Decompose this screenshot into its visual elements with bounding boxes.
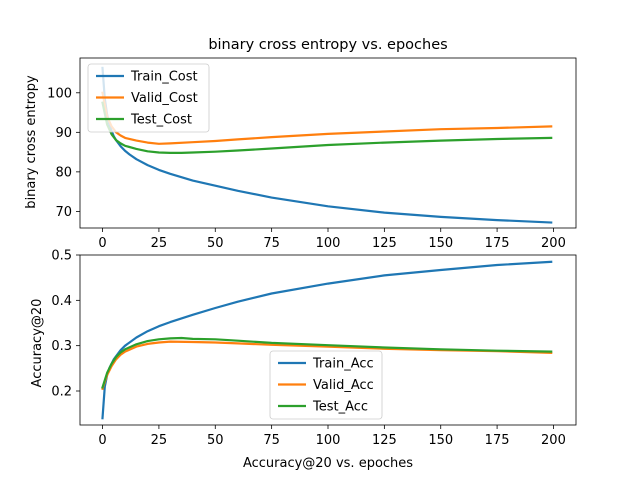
cost-x-tick-label: 100 — [316, 236, 341, 251]
cost-y-tick-label: 70 — [55, 205, 72, 220]
cost-x-tick-label: 200 — [541, 236, 566, 251]
cost-x-tick-label: 175 — [485, 236, 510, 251]
cost-x-tick-label: 0 — [98, 236, 106, 251]
accuracy-x-axis-label: Accuracy@20 vs. epoches — [243, 456, 413, 471]
cost-y-axis-label: binary cross entropy — [24, 75, 39, 209]
series-line-test-acc — [101, 336, 553, 389]
accuracy-x-tick-label: 75 — [263, 433, 280, 448]
cost-plot-frame — [79, 57, 577, 229]
cost-legend: Train_Cost Valid_Cost Test_Cost — [87, 63, 210, 133]
accuracy-y-tick-label: 0.5 — [51, 249, 72, 264]
cost-y-tick-label: 100 — [47, 86, 72, 101]
accuracy-plot-frame — [79, 254, 577, 426]
cost-subplot: binary cross entropy vs. epoches binary … — [24, 37, 577, 251]
accuracy-x-tick-label: 150 — [428, 433, 453, 448]
accuracy-x-tick-label: 125 — [372, 433, 397, 448]
legend-label-train-cost: Train_Cost — [130, 70, 198, 85]
series-line-test-cost — [101, 101, 553, 154]
accuracy-subplot: Accuracy@20 vs. epoches Accuracy@20 0 25 5… — [30, 249, 577, 471]
cost-x-tick-label: 75 — [263, 236, 280, 251]
accuracy-x-tick-label: 50 — [207, 433, 224, 448]
cost-x-tick-label: 125 — [372, 236, 397, 251]
accuracy-y-tick-label: 0.4 — [51, 294, 72, 309]
cost-y-tick-label: 90 — [55, 126, 72, 141]
cost-x-tick-label: 25 — [151, 236, 168, 251]
accuracy-x-tick-label: 200 — [541, 433, 566, 448]
legend-label-test-acc: Test_Acc — [312, 400, 368, 415]
legend-label-valid-cost: Valid_Cost — [131, 91, 198, 106]
accuracy-x-tick-label: 100 — [316, 433, 341, 448]
accuracy-x-tick-label: 25 — [151, 433, 168, 448]
accuracy-x-tick-label: 0 — [98, 433, 106, 448]
accuracy-legend: Train_Acc Valid_Acc Test_Acc — [269, 350, 383, 420]
accuracy-y-tick-label: 0.3 — [51, 339, 72, 354]
accuracy-y-tick-label: 0.2 — [51, 385, 72, 400]
cost-x-tick-label: 150 — [428, 236, 453, 251]
cost-y-tick-label: 80 — [55, 165, 72, 180]
cost-chart-title: binary cross entropy vs. epoches — [208, 37, 447, 53]
accuracy-axis-ticks: 0 25 50 75 100 125 150 175 200 0.2 0.3 0.4 0.5 — [51, 249, 566, 449]
accuracy-x-tick-label: 175 — [485, 433, 510, 448]
accuracy-y-axis-label: Accuracy@20 — [30, 299, 45, 388]
series-line-valid-acc — [101, 340, 553, 391]
accuracy-series-lines — [101, 260, 553, 420]
cost-axis-ticks: 0 25 50 75 100 125 150 175 200 70 80 90 100 — [47, 86, 566, 251]
legend-label-train-acc: Train_Acc — [312, 357, 374, 372]
cost-legend-box — [87, 63, 210, 133]
accuracy-legend-box — [269, 350, 383, 420]
cost-x-tick-label: 50 — [207, 236, 224, 251]
legend-label-valid-acc: Valid_Acc — [313, 378, 374, 393]
legend-label-test-cost: Test_Cost — [130, 113, 192, 128]
